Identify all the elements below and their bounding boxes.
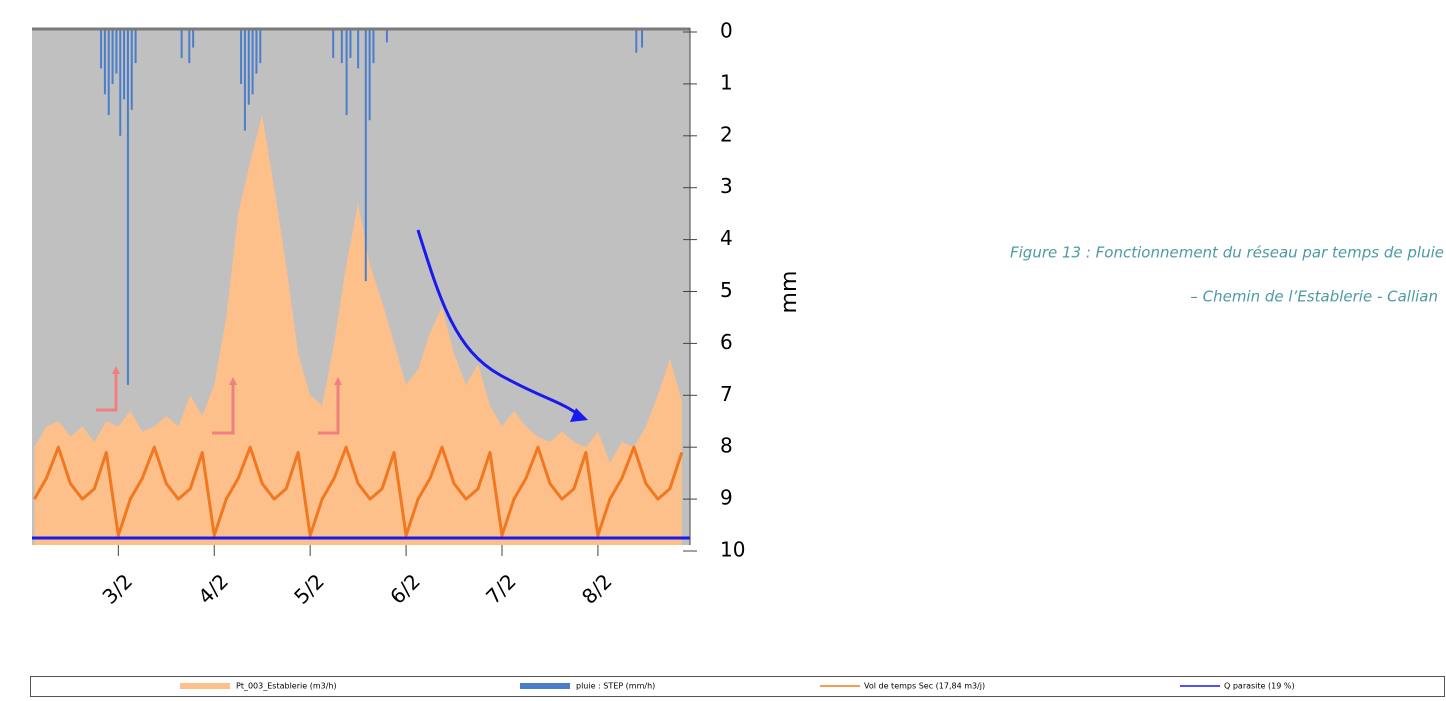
rain-bar [100, 28, 103, 69]
legend-label: Q parasite (19 %) [1224, 682, 1295, 691]
y-tick-label: 1 [720, 70, 733, 94]
rain-bar [635, 28, 638, 53]
rain-bar [115, 28, 118, 74]
legend: Pt_003_Establerie (m3/h) pluie : STEP (mm… [180, 682, 1295, 691]
x-tick-label: 7/2 [481, 569, 521, 609]
x-tick-label: 8/2 [577, 569, 617, 609]
rain-bar [368, 28, 371, 121]
x-tick-label: 6/2 [385, 569, 425, 609]
flow-area [34, 115, 682, 545]
rain-bar [180, 28, 183, 58]
rise-marker [318, 383, 340, 435]
y-tick-label: 3 [720, 174, 733, 198]
rain-bar [247, 28, 250, 105]
rain-bar [259, 28, 262, 64]
rain-bar [107, 28, 110, 116]
y-tick-label: 8 [720, 434, 733, 458]
rain-bar [134, 28, 137, 64]
rise-arrow-head [334, 377, 342, 385]
y-tick-label: 9 [720, 486, 733, 510]
annotations [96, 229, 588, 435]
y-tick-label: 0 [720, 19, 733, 43]
rain-bar [103, 28, 106, 95]
rise-marker [212, 383, 235, 435]
rise-arrow-head [112, 366, 120, 374]
rain-bar [357, 28, 360, 69]
rain-bar [332, 28, 335, 58]
legend-label: Vol de temps Sec (17,84 m3/j) [864, 682, 985, 691]
rain-bar [372, 28, 375, 64]
trend-arrow [416, 229, 584, 420]
plot-area [32, 28, 690, 545]
rain-bar [251, 28, 254, 95]
rain-bar [243, 28, 246, 131]
rain-bar [130, 28, 133, 110]
y-tick-label: 4 [720, 226, 733, 250]
y-axis-label: mm [777, 271, 802, 314]
x-tick-label: 4/2 [193, 569, 233, 609]
rain-bar [111, 28, 114, 84]
y-tick-label: 5 [720, 278, 733, 302]
legend-swatch [180, 683, 230, 689]
y-tick-label: 10 [720, 538, 745, 562]
y-tick-label: 7 [720, 382, 733, 406]
rise-marker [96, 372, 118, 412]
rain-bar [188, 28, 191, 64]
rain-bar [192, 28, 195, 48]
rain-bar [364, 28, 367, 282]
y-tick-label: 2 [720, 122, 733, 146]
y-tick-label: 6 [720, 330, 733, 354]
x-tick-label: 3/2 [97, 569, 137, 609]
legend-swatch [520, 683, 570, 689]
rain-bar [385, 28, 388, 43]
rain-bar [126, 28, 129, 385]
legend-label: pluie : STEP (mm/h) [576, 682, 655, 691]
rain-bar [119, 28, 122, 136]
rise-arrow-head [229, 377, 237, 385]
rain-bar [123, 28, 126, 100]
x-tick-label: 5/2 [289, 569, 329, 609]
caption-line: Figure 13 : Fonctionnement du réseau par… [1010, 244, 1444, 262]
rain-bar [340, 28, 343, 64]
rain-bar [240, 28, 243, 84]
rain-bar [345, 28, 348, 116]
rain-bar [641, 28, 644, 48]
arrow-head [570, 408, 588, 422]
series-line [33, 445, 684, 537]
rain-bar [255, 28, 258, 74]
caption-line: – Chemin de l’Establerie - Callian [1190, 288, 1438, 306]
rain-bar [349, 28, 352, 58]
legend-label: Pt_003_Establerie (m3/h) [236, 682, 337, 691]
